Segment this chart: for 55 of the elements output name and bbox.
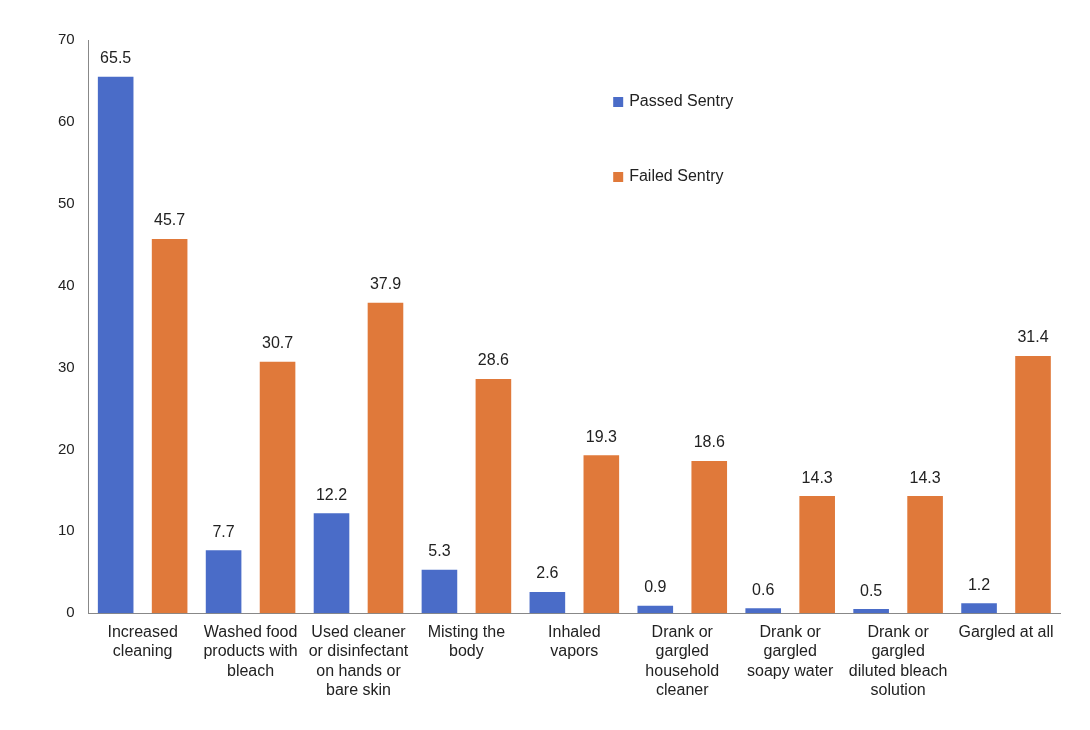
bar (745, 608, 782, 614)
bar (637, 605, 674, 614)
bar (907, 496, 943, 614)
bar (529, 591, 566, 614)
x-tick-label: Drank or gargled household cleaner (645, 623, 720, 698)
x-tick-label: Drank or gargled diluted bleach solution (848, 623, 948, 698)
y-tick-label: 40 (58, 275, 75, 293)
bar (1015, 356, 1051, 614)
legend-label: Passed Sentry (629, 92, 734, 110)
bar (691, 460, 728, 614)
bar (475, 379, 512, 614)
data-label: 28.6 (477, 351, 510, 369)
bar (259, 361, 296, 614)
bar (367, 302, 404, 614)
data-label: 5.3 (428, 542, 451, 560)
y-tick-label: 60 (58, 112, 75, 130)
data-label: 18.6 (693, 433, 725, 451)
y-tick-label: 30 (58, 357, 75, 375)
bar (853, 609, 889, 614)
y-tick-label: 50 (58, 193, 75, 211)
x-tick-label: Inhaled vapors (548, 623, 601, 660)
bar (151, 238, 188, 614)
bar (583, 455, 620, 614)
data-label: 0.6 (752, 580, 775, 598)
y-tick-label: 10 (58, 521, 75, 539)
data-label: 0.5 (860, 581, 883, 599)
data-label: 1.2 (967, 575, 991, 593)
bar (313, 513, 350, 614)
data-label: 45.7 (154, 211, 186, 229)
data-label: 12.2 (315, 485, 348, 503)
data-label: 14.3 (909, 468, 941, 486)
data-label: 0.9 (644, 578, 667, 596)
bar (961, 603, 997, 614)
legend-label: Failed Sentry (629, 167, 724, 185)
y-tick-label: 20 (58, 439, 75, 457)
data-label: 37.9 (369, 275, 402, 293)
y-tick-label: 0 (66, 603, 75, 621)
data-label: 30.7 (261, 334, 294, 352)
y-tick-label: 70 (58, 30, 75, 48)
bar (421, 569, 458, 614)
data-label: 65.5 (100, 49, 132, 67)
data-label: 2.6 (536, 564, 559, 582)
data-label: 31.4 (1017, 328, 1049, 346)
bar (799, 496, 835, 614)
x-tick-label: Misting the body (427, 623, 506, 660)
bar (205, 550, 242, 614)
x-tick-label: Increased cleaning (107, 623, 178, 660)
x-tick-label: Gargled at all (958, 623, 1054, 641)
x-tick-label: Used cleaner or disinfectant on hands or bare skin (308, 623, 409, 698)
data-label: 19.3 (585, 427, 617, 445)
data-label: 14.3 (801, 468, 833, 486)
bar (97, 76, 134, 614)
x-tick-label: Washed food products with bleach (203, 623, 298, 679)
data-label: 7.7 (212, 522, 235, 540)
x-tick-label: Drank or gargled soapy water (747, 623, 834, 679)
